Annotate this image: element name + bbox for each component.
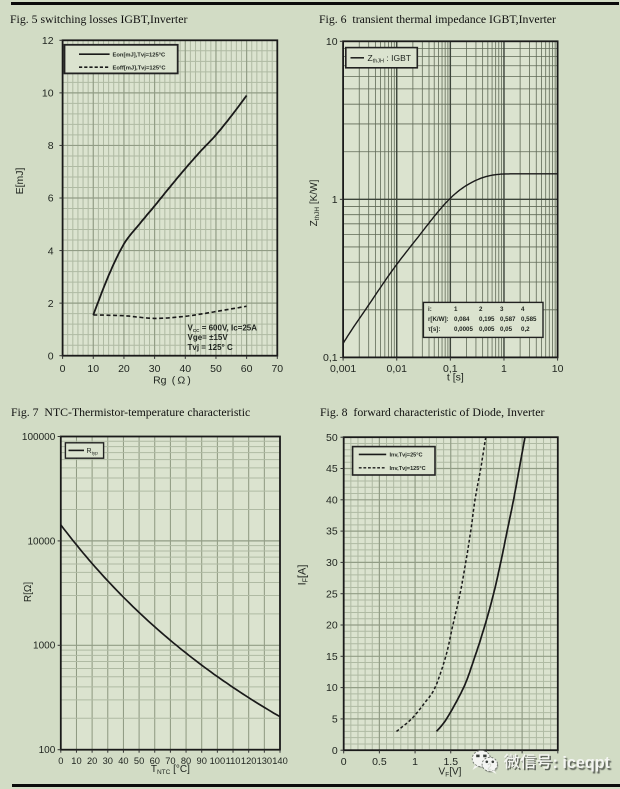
svg-text:t [s]: t [s] (447, 372, 464, 384)
svg-text:50: 50 (134, 756, 144, 766)
svg-text:0,0005: 0,0005 (454, 326, 473, 333)
svg-text:70: 70 (271, 363, 283, 375)
svg-text:20: 20 (87, 756, 97, 766)
svg-text:20: 20 (118, 363, 130, 375)
svg-text:40: 40 (118, 756, 128, 766)
svg-text:20: 20 (326, 620, 338, 632)
svg-text:: iceqpt: : iceqpt (553, 754, 611, 772)
svg-text:1: 1 (501, 363, 507, 375)
svg-text:Vge= ±15V: Vge= ±15V (188, 333, 229, 342)
svg-text:30: 30 (149, 363, 161, 375)
svg-text:0,585: 0,585 (521, 316, 537, 323)
svg-text:10: 10 (552, 363, 564, 375)
svg-text:0,005: 0,005 (479, 326, 495, 333)
svg-text:1: 1 (454, 306, 458, 313)
svg-text:Rg ( Ω ): Rg ( Ω ) (153, 375, 191, 387)
svg-text:15: 15 (326, 651, 338, 663)
svg-text:35: 35 (326, 526, 338, 538)
svg-text:TNTC [°C]: TNTC [°C] (151, 764, 190, 776)
svg-text:1000: 1000 (33, 641, 56, 652)
svg-text:0,1: 0,1 (323, 352, 338, 364)
svg-text:10: 10 (87, 363, 99, 375)
svg-text:1.5: 1.5 (443, 756, 458, 768)
svg-text:120: 120 (241, 756, 257, 766)
svg-text:VCC = 600V, Ic=25A: VCC = 600V, Ic=25A (188, 324, 258, 334)
svg-text:60: 60 (150, 756, 160, 766)
svg-text:140: 140 (272, 756, 288, 766)
svg-text:Tvj = 125° C: Tvj = 125° C (188, 343, 233, 352)
svg-text:45: 45 (326, 463, 338, 475)
svg-text:0: 0 (48, 350, 54, 362)
svg-text:Eon[mJ],Tvj=125°C: Eon[mJ],Tvj=125°C (113, 52, 167, 58)
svg-text:100000: 100000 (22, 432, 56, 443)
svg-text:IF[A]: IF[A] (297, 565, 310, 586)
svg-text:0,587: 0,587 (500, 316, 516, 323)
svg-text:ZthJH [K/W]: ZthJH [K/W] (309, 179, 321, 226)
svg-text:0,195: 0,195 (479, 316, 495, 323)
svg-text:10: 10 (42, 88, 54, 100)
svg-text:0: 0 (58, 756, 63, 766)
svg-text:Eoff[mJ],Tvj=125°C: Eoff[mJ],Tvj=125°C (113, 65, 167, 71)
svg-text:5: 5 (332, 714, 338, 726)
svg-text:0,001: 0,001 (330, 363, 356, 375)
svg-text:0: 0 (60, 363, 66, 375)
svg-text:1: 1 (332, 194, 338, 206)
svg-text:3: 3 (500, 306, 504, 313)
svg-text:4: 4 (48, 245, 54, 257)
svg-text:2: 2 (479, 306, 483, 313)
svg-text:0,2: 0,2 (521, 326, 530, 333)
svg-text:12: 12 (42, 35, 54, 47)
svg-text:70: 70 (165, 756, 175, 766)
svg-text:0,05: 0,05 (500, 326, 513, 333)
svg-text:VF[V]: VF[V] (439, 767, 462, 779)
svg-text:50: 50 (210, 363, 222, 375)
svg-text:4: 4 (521, 306, 525, 313)
svg-text:90: 90 (197, 756, 207, 766)
svg-text:0.5: 0.5 (372, 756, 387, 768)
svg-text:Inv,Tvj=25°C: Inv,Tvj=25°C (390, 453, 423, 459)
svg-text:10: 10 (326, 682, 338, 694)
svg-text:100: 100 (39, 745, 56, 756)
svg-text:ZthJH : IGBT: ZthJH : IGBT (368, 53, 411, 65)
svg-text:R[Ω]: R[Ω] (23, 582, 34, 602)
svg-text:6: 6 (48, 193, 54, 205)
svg-text:2: 2 (487, 763, 492, 772)
svg-text:τ[s]:: τ[s]: (428, 326, 440, 333)
svg-text:Rtyp: Rtyp (87, 448, 99, 456)
svg-text:30: 30 (326, 557, 338, 569)
svg-text:0: 0 (341, 756, 347, 768)
svg-text:110: 110 (226, 756, 241, 766)
svg-text:1: 1 (412, 756, 418, 768)
svg-text:50: 50 (326, 432, 338, 444)
svg-text:0,01: 0,01 (387, 363, 408, 375)
svg-text:40: 40 (326, 494, 338, 506)
svg-text:i:: i: (428, 306, 432, 313)
svg-text:60: 60 (241, 363, 253, 375)
svg-text:30: 30 (103, 756, 113, 766)
svg-text:10: 10 (326, 36, 338, 48)
svg-text:0,084: 0,084 (454, 316, 470, 323)
svg-text:40: 40 (179, 363, 191, 375)
svg-text:25: 25 (326, 588, 338, 600)
svg-text:0: 0 (332, 745, 338, 757)
svg-text:r[K/W]:: r[K/W]: (428, 316, 449, 323)
svg-text:100: 100 (210, 756, 226, 766)
svg-text:E[mJ]: E[mJ] (14, 168, 26, 195)
svg-text:8: 8 (48, 140, 54, 152)
svg-text:10: 10 (71, 756, 81, 766)
svg-text:2: 2 (48, 298, 54, 310)
svg-text:10000: 10000 (27, 536, 55, 547)
svg-text:Inv,Tvj=125°C: Inv,Tvj=125°C (390, 466, 426, 472)
svg-text:0,1: 0,1 (443, 363, 458, 375)
svg-text:130: 130 (257, 756, 273, 766)
svg-text:80: 80 (181, 756, 191, 766)
